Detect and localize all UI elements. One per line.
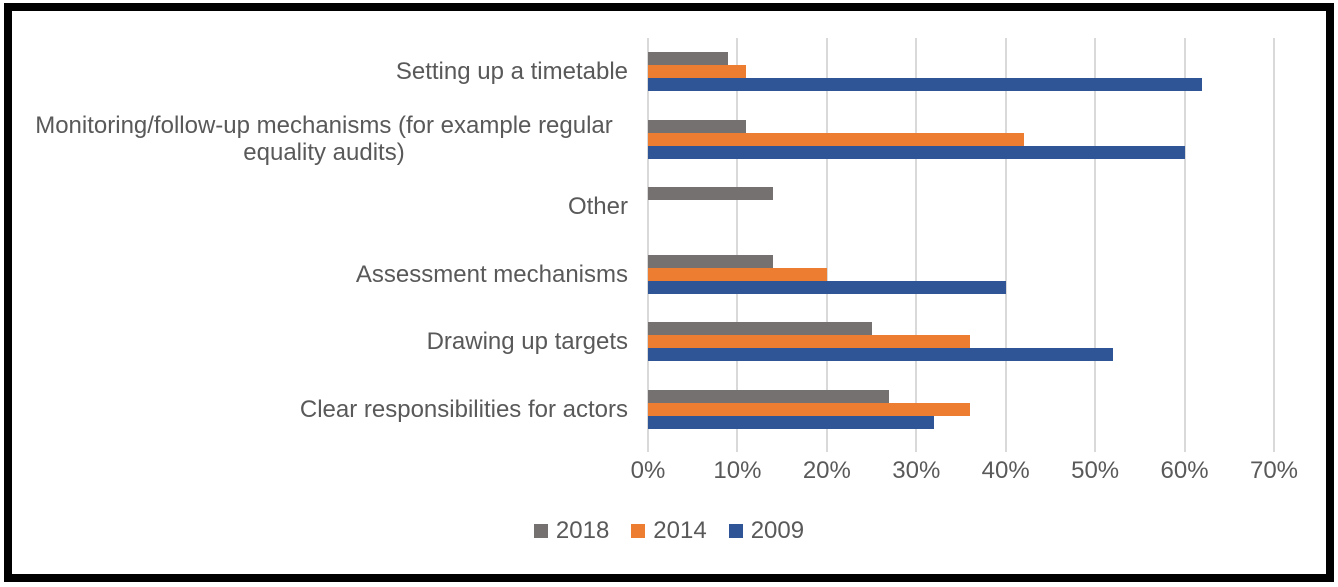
category-label-row: Other (20, 173, 628, 241)
x-axis-tick-label: 30% (892, 457, 941, 484)
x-axis-tick-label: 20% (802, 457, 851, 484)
bar-2009 (648, 415, 935, 429)
legend-item-2009: 2009 (728, 517, 805, 545)
category-label: Other (567, 193, 628, 221)
legend-label: 2014 (653, 517, 707, 544)
bar-2014 (648, 402, 970, 416)
category-label: Assessment mechanisms (355, 260, 628, 288)
category-label-row: Monitoring/follow-up mechanisms (for exa… (20, 106, 628, 174)
bar-2009 (648, 280, 1006, 294)
axis-tick-mark (915, 443, 918, 452)
axis-tick-mark (1094, 443, 1097, 452)
axis-tick-mark (1004, 443, 1007, 452)
legend-swatch-2018 (533, 524, 548, 538)
bar-group (648, 308, 1274, 376)
category-label-row: Clear responsibilities for actors (20, 376, 628, 444)
legend-label: 2018 (555, 517, 610, 544)
x-axis-tick-label: 60% (1160, 457, 1209, 484)
legend-swatch-2014 (631, 524, 646, 538)
gridline (647, 38, 649, 443)
bar-2009 (648, 348, 1114, 362)
gridline (1004, 38, 1007, 443)
x-axis-tick-label: 50% (1071, 457, 1120, 484)
bar-2009 (648, 145, 1185, 159)
legend-label: 2009 (750, 517, 805, 544)
bar-2018 (648, 389, 890, 403)
bar-group (648, 38, 1274, 106)
category-label-row: Assessment mechanisms (20, 241, 628, 309)
plot-area (647, 38, 1275, 444)
x-axis-tick-label: 40% (981, 457, 1030, 484)
bar-2018 (648, 254, 774, 268)
bar-group (648, 241, 1274, 309)
bar-2018 (648, 322, 872, 336)
legend-item-2014: 2014 (631, 517, 707, 545)
bar-group (648, 173, 1274, 241)
axis-tick-mark (736, 443, 739, 452)
axis-tick-mark (825, 443, 828, 452)
gridline (825, 38, 828, 443)
category-label: Drawing up targets (426, 328, 628, 356)
axis-tick-mark (1273, 443, 1275, 452)
x-axis-tick-label: 0% (630, 457, 666, 484)
axis-tick-mark (1183, 443, 1186, 452)
category-label: Clear responsibilities for actors (299, 395, 628, 423)
gridline (1273, 38, 1275, 443)
category-label-row: Drawing up targets (20, 308, 628, 376)
gridline (1183, 38, 1186, 443)
bar-2009 (648, 78, 1203, 92)
bar-2018 (648, 119, 747, 133)
bar-2018 (648, 187, 774, 201)
bar-group (648, 106, 1274, 174)
x-axis-tick-label: 10% (713, 457, 762, 484)
x-axis-tick-label: 70% (1249, 457, 1299, 484)
bar-2014 (648, 335, 970, 349)
gridline (736, 38, 739, 443)
category-label: Monitoring/follow-up mechanisms (for exa… (35, 112, 613, 167)
bar-group (648, 376, 1274, 444)
category-label: Setting up a timetable (395, 58, 628, 86)
gridline (915, 38, 918, 443)
legend-swatch-2009 (728, 524, 743, 538)
bar-2018 (648, 52, 729, 66)
category-label-row: Setting up a timetable (20, 38, 628, 106)
legend-item-2018: 2018 (533, 517, 610, 545)
bar-2014 (648, 65, 747, 79)
gridline (1094, 38, 1097, 443)
bar-2014 (648, 267, 827, 281)
bar-2014 (648, 132, 1024, 146)
legend: 2018 2014 2009 (0, 517, 1338, 545)
x-axis: 0% 10% 20% 30% 40% 50% 60% 70% (0, 443, 1338, 503)
axis-tick-mark (647, 443, 649, 452)
